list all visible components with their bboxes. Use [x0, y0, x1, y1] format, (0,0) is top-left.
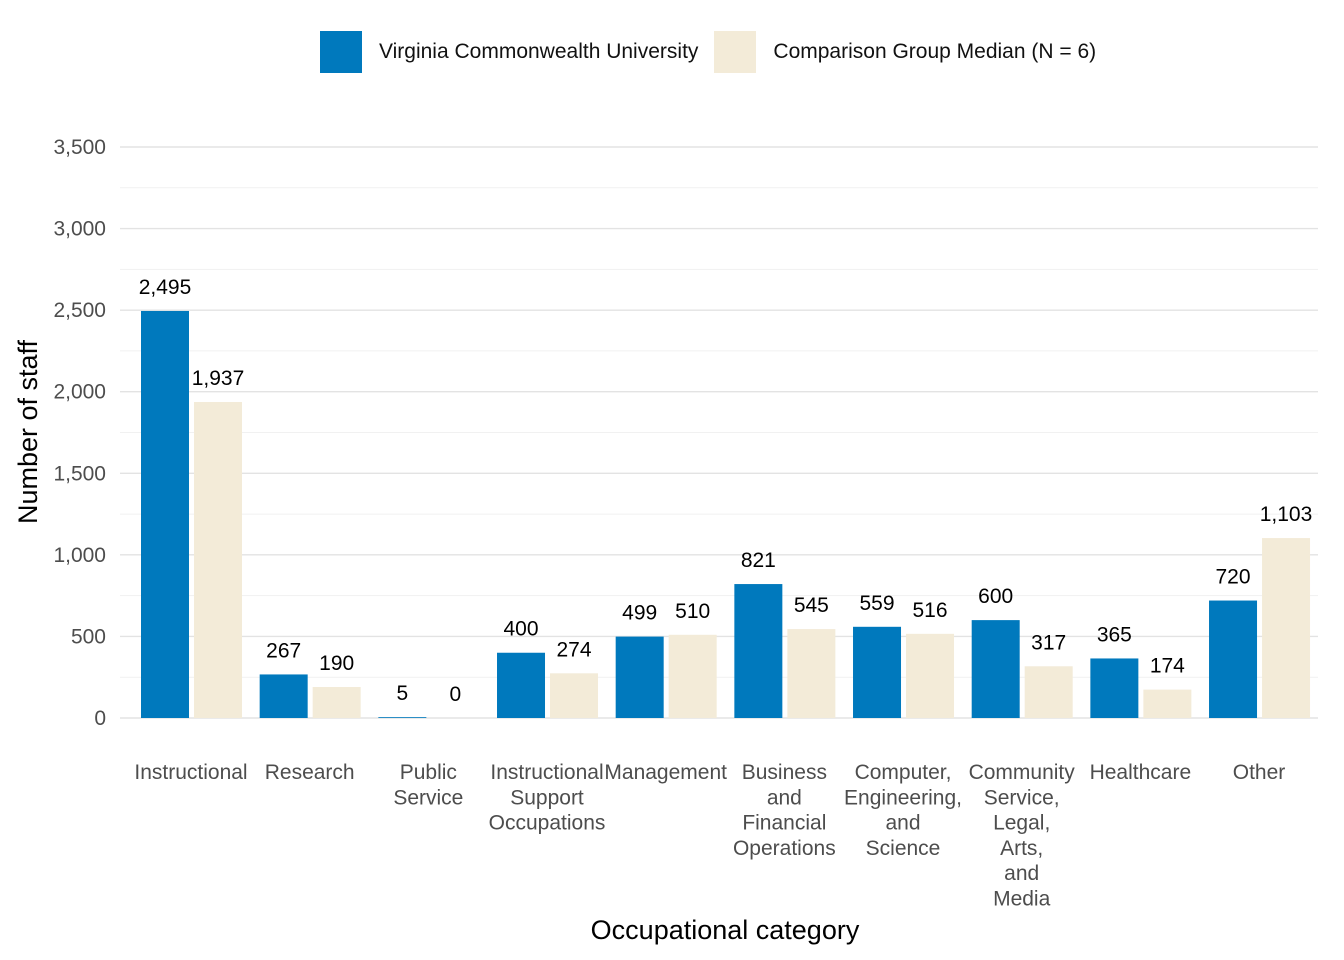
- legend: Virginia Commonwealth University Compari…: [320, 30, 1112, 74]
- bar-value-label: 2,495: [139, 276, 192, 299]
- bar-value-label: 317: [1031, 631, 1066, 654]
- bar-vcu: [1090, 658, 1139, 718]
- bar-vcu: [615, 636, 664, 718]
- y-tick-label: 3,000: [53, 218, 106, 241]
- y-tick-label: 2,000: [53, 381, 106, 404]
- bar-comparison: [906, 633, 955, 718]
- bar-comparison: [550, 673, 599, 718]
- bar-value-label: 5: [396, 682, 408, 705]
- bar-vcu: [497, 652, 546, 718]
- legend-item-comparison: Comparison Group Median (N = 6): [714, 31, 1096, 73]
- bar-comparison: [668, 634, 717, 718]
- x-tick-label: Instructional Support Occupations: [489, 761, 606, 835]
- y-tick-label: 2,500: [53, 299, 106, 322]
- y-tick-label: 1,500: [53, 462, 106, 485]
- bar-value-label: 1,937: [192, 367, 245, 390]
- bar-comparison: [1143, 689, 1192, 718]
- bar-value-label: 274: [556, 638, 591, 661]
- legend-item-vcu: Virginia Commonwealth University: [320, 31, 698, 73]
- legend-swatch-comparison: [714, 31, 757, 73]
- bar-value-label: 365: [1097, 623, 1132, 646]
- bar-comparison: [787, 629, 836, 718]
- x-tick-label: Research: [265, 761, 355, 784]
- bar-vcu: [1209, 600, 1258, 718]
- bar-value-label: 0: [449, 683, 461, 706]
- x-tick-label: Management: [604, 761, 727, 784]
- bar-vcu: [971, 620, 1020, 718]
- data-labels: 2,495 1,937 267 190 5 0 400 274 499 510 821 545 559 5…: [139, 276, 1313, 706]
- bar-value-label: 600: [978, 585, 1013, 608]
- bar-value-label: 499: [622, 602, 657, 625]
- legend-swatch-vcu: [320, 31, 362, 73]
- x-tick-label: Computer, Engineering, and Science: [844, 761, 962, 860]
- bar-value-label: 190: [319, 652, 354, 675]
- bars: [141, 310, 1311, 718]
- bar-vcu: [378, 717, 427, 718]
- bar-value-label: 400: [503, 618, 538, 641]
- bar-comparison: [194, 401, 242, 718]
- y-tick-label: 1,000: [53, 544, 106, 567]
- x-tick-label: Public Service: [393, 761, 463, 809]
- legend-label-comparison: Comparison Group Median (N = 6): [773, 40, 1097, 63]
- bar-comparison: [1262, 538, 1311, 718]
- y-axis-ticks: 0 500 1,000 1,500 2,000 2,500 3,000 3,500: [53, 136, 106, 730]
- bar-value-label: 516: [912, 599, 947, 622]
- x-tick-label: Community Service, Legal, Arts, and Media: [969, 761, 1076, 911]
- bar-value-label: 821: [741, 549, 776, 572]
- bar-comparison: [312, 687, 361, 718]
- x-tick-label: Business and Financial Operations: [733, 761, 836, 860]
- x-axis-title: Occupational category: [591, 915, 860, 945]
- y-axis-title: Number of staff: [13, 339, 43, 524]
- bar-value-label: 174: [1150, 655, 1185, 678]
- bar-value-label: 720: [1216, 566, 1251, 589]
- y-tick-label: 500: [71, 625, 106, 648]
- x-axis-ticks: Instructional Research Public Service Instru…: [134, 761, 1285, 911]
- x-tick-label: Instructional: [134, 761, 247, 784]
- legend-label-vcu: Virginia Commonwealth University: [379, 40, 699, 63]
- bar-vcu: [141, 310, 189, 718]
- bar-comparison: [1024, 666, 1073, 718]
- bar-vcu: [734, 584, 783, 718]
- gridlines: [120, 146, 1318, 719]
- bar-value-label: 510: [675, 600, 710, 623]
- bar-vcu: [853, 626, 902, 718]
- y-tick-label: 3,500: [53, 136, 106, 159]
- bar-value-label: 1,103: [1260, 503, 1313, 526]
- x-tick-label: Healthcare: [1090, 761, 1192, 784]
- bar-value-label: 545: [794, 594, 829, 617]
- bar-value-label: 559: [859, 592, 894, 615]
- bar-vcu: [259, 674, 308, 718]
- y-tick-label: 0: [94, 707, 106, 730]
- bar-value-label: 267: [266, 639, 301, 662]
- x-tick-label: Other: [1233, 761, 1286, 784]
